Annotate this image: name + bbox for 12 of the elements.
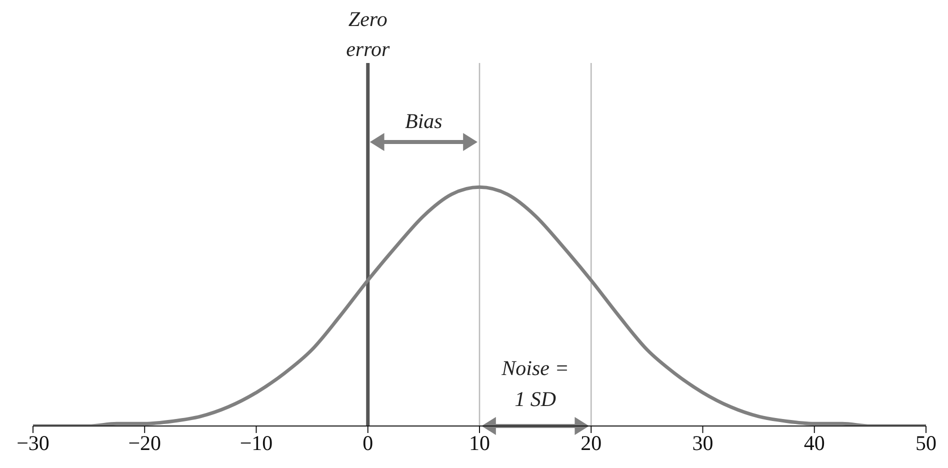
x-tick-label: −20 — [128, 430, 162, 455]
annotation: Noise = 1 SD — [500, 356, 569, 411]
x-tick-label: 40 — [804, 430, 825, 455]
text: Bias — [405, 109, 442, 133]
x-tick-label: 20 — [580, 430, 602, 455]
ref-line-label: Zero error — [346, 7, 390, 61]
x-tick-label: −30 — [16, 430, 50, 455]
x-tick-label: −10 — [240, 430, 273, 455]
x-tick-label: 10 — [469, 430, 490, 455]
x-tick-label: 0 — [362, 430, 374, 455]
x-tick-label: 50 — [916, 430, 936, 455]
x-tick-label: 30 — [692, 430, 714, 455]
